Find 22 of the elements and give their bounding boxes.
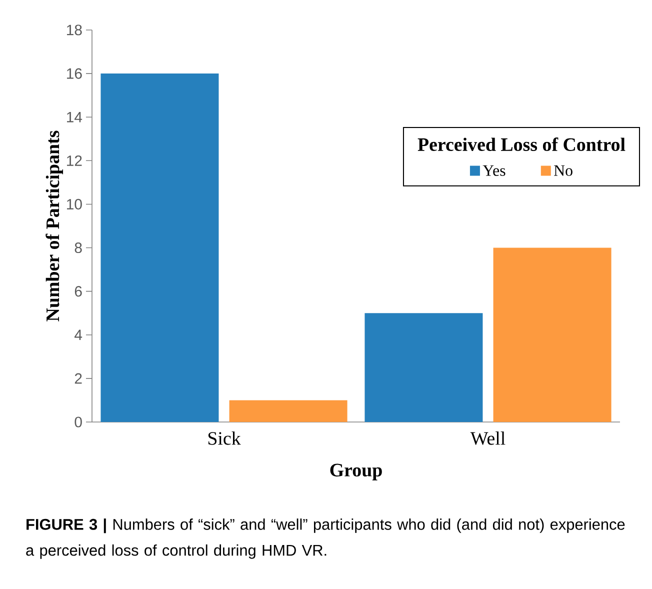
y-tick-label: 0 (74, 416, 82, 428)
x-tick-label: Sick (208, 432, 241, 445)
bar (229, 400, 348, 422)
y-tick-label: 18 (67, 24, 82, 36)
y-tick-label: 8 (74, 242, 82, 254)
x-axis-title: Group (330, 464, 382, 480)
y-tick-label: 16 (67, 68, 82, 79)
bar (493, 248, 612, 422)
legend-label: Yes (482, 165, 506, 176)
legend-label: No (554, 165, 572, 176)
legend-title: Perceived Loss of Control (418, 137, 626, 152)
y-tick-label: 2 (74, 373, 82, 384)
y-tick-label: 6 (74, 286, 82, 297)
y-tick-label: 4 (74, 330, 82, 340)
y-tick-label: 12 (67, 155, 82, 166)
bar (364, 313, 483, 422)
y-axis-title: Number of Participants (46, 130, 64, 322)
x-tick-label: Well (470, 432, 506, 445)
bar (100, 74, 219, 422)
y-tick-label: 10 (67, 198, 82, 210)
text: FIGURE 3 | Numbers of “sick” and “well” participants who did (and did not) experience a perceived loss of control during HMD VR. (26, 518, 625, 559)
y-tick-label: 14 (67, 112, 82, 122)
